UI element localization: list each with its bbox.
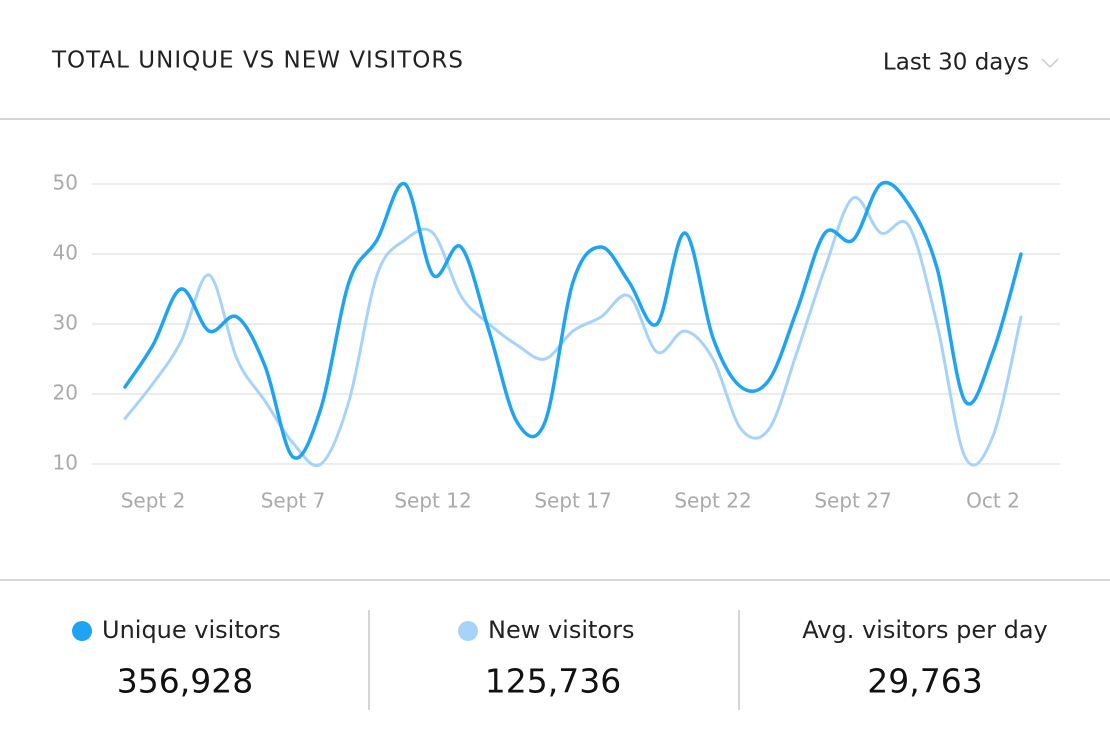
card-title: TOTAL UNIQUE VS NEW VISITORS bbox=[51, 48, 464, 74]
y-tick-label: 20 bbox=[53, 381, 78, 405]
stat-value: 356,928 bbox=[117, 662, 253, 701]
y-tick-label: 30 bbox=[53, 311, 78, 335]
y-tick-label: 40 bbox=[53, 241, 78, 265]
series-line bbox=[123, 180, 1023, 460]
dropdown-chevron[interactable] bbox=[1041, 58, 1059, 69]
legend-label: Unique visitors bbox=[102, 616, 281, 644]
x-tick-label: Sept 27 bbox=[814, 489, 891, 513]
x-tick-label: Sept 12 bbox=[394, 489, 471, 513]
x-tick-label: Sept 2 bbox=[121, 489, 186, 513]
x-tick-label: Sept 22 bbox=[674, 489, 751, 513]
x-tick-label: Oct 2 bbox=[966, 489, 1020, 513]
legend-label: New visitors bbox=[488, 616, 634, 644]
stat-value: 125,736 bbox=[485, 662, 621, 701]
range-dropdown[interactable]: Last 30 days bbox=[883, 50, 1029, 76]
stat-value: 29,763 bbox=[867, 662, 982, 701]
stat-label: Avg. visitors per day bbox=[802, 616, 1047, 644]
y-tick-label: 10 bbox=[53, 451, 78, 475]
series-line bbox=[123, 196, 1023, 468]
x-tick-label: Sept 17 bbox=[534, 489, 611, 513]
y-tick-label: 50 bbox=[53, 171, 78, 195]
legend-dot bbox=[458, 621, 478, 641]
x-tick-label: Sept 7 bbox=[261, 489, 326, 513]
legend-dot bbox=[72, 621, 92, 641]
